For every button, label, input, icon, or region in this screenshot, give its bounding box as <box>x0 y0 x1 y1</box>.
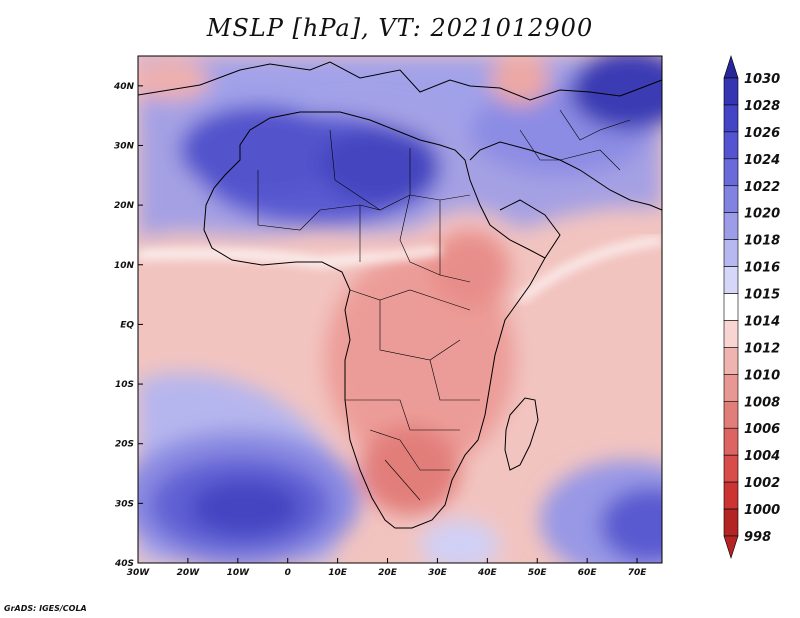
colorbar-swatch <box>723 508 739 537</box>
colorbar-level-label: 1030 <box>744 72 780 87</box>
colorbar-level-label: 1022 <box>744 180 780 195</box>
lat-tick-label: 10S <box>115 380 134 390</box>
lon-tick-label: 50E <box>528 568 548 578</box>
coastline-eurasia <box>137 61 663 259</box>
lat-tick-label: 40N <box>113 82 135 92</box>
colorbar-level-label: 1016 <box>744 261 780 276</box>
colorbar-swatch <box>723 427 739 456</box>
colorbar-level-label: 1000 <box>744 503 780 518</box>
lon-tick-label: 30W <box>127 568 151 578</box>
map-title: MSLP [hPa], VT: 2021012900 <box>206 14 594 42</box>
colorbar-swatch <box>723 374 739 402</box>
lat-tick-label: 30S <box>115 499 134 509</box>
pressure-field <box>138 56 662 563</box>
colorbar-level-label: 1024 <box>744 153 780 168</box>
colorbar-swatch <box>723 212 739 240</box>
colorbar-level-label: 1006 <box>744 422 780 437</box>
lon-tick-label: 0 <box>285 568 291 578</box>
colorbar-swatch <box>723 454 739 483</box>
lat-tick-label: 40S <box>114 559 134 569</box>
colorbar-swatch <box>723 347 739 375</box>
colorbar-swatch <box>723 293 739 321</box>
colorbar-swatch <box>723 131 739 160</box>
lon-tick-label: 10W <box>227 568 251 578</box>
map-frame: 40N 30N 20N 10N EQ 10S 20S 30S 40S 30W 20W 10W 0 10E… <box>113 55 663 578</box>
colorbar-swatch <box>723 400 739 429</box>
colorbar-swatch <box>723 266 739 294</box>
colorbar-level-label: 1020 <box>744 207 780 222</box>
colorbar-level-label: 1026 <box>744 126 780 141</box>
colorbar-min-arrow <box>723 535 739 559</box>
lon-tick-label: 10E <box>328 568 348 578</box>
colorbar-level-label: 1008 <box>744 395 780 410</box>
colorbar-swatch <box>723 104 739 133</box>
colorbar-swatch <box>723 481 739 510</box>
grads-credit: GrADS: IGES/COLA <box>4 604 87 613</box>
colorbar-swatch <box>723 158 739 187</box>
lat-tick-label: 30N <box>114 141 135 151</box>
lon-tick-label: 20E <box>378 568 398 578</box>
colorbar-level-label: 1010 <box>744 368 780 383</box>
lat-tick-label: 10N <box>114 261 135 271</box>
colorbar-level-label: 1018 <box>744 234 780 249</box>
colorbar-swatch <box>723 239 739 267</box>
lat-tick-label: 20S <box>115 440 134 450</box>
colorbar-swatch <box>723 185 739 214</box>
country-borders <box>257 109 631 501</box>
colorbar: 1030 1028 1026 1024 1022 1020 1018 1016 1015 1014… <box>723 55 780 559</box>
lon-tick-label: 20W <box>177 568 201 578</box>
lat-tick-label: EQ <box>120 320 134 330</box>
colorbar-level-label: 1002 <box>744 476 780 491</box>
colorbar-level-label: 1004 <box>744 449 780 464</box>
colorbar-swatch <box>723 77 739 106</box>
lon-tick-label: 40E <box>477 568 498 578</box>
lon-tick-label: 70E <box>628 568 648 578</box>
colorbar-max-arrow <box>723 55 739 79</box>
colorbar-level-label: 1014 <box>744 314 780 329</box>
coastline-africa <box>203 111 546 529</box>
colorbar-level-label: 1015 <box>744 288 780 303</box>
lon-tick-label: 30E <box>428 568 448 578</box>
colorbar-swatch <box>723 320 739 348</box>
lon-tick-label: 60E <box>578 568 598 578</box>
colorbar-level-label: 1012 <box>744 341 780 356</box>
colorbar-level-label: 998 <box>744 530 771 545</box>
lat-tick-label: 20N <box>114 201 135 211</box>
colorbar-level-label: 1028 <box>744 99 780 114</box>
